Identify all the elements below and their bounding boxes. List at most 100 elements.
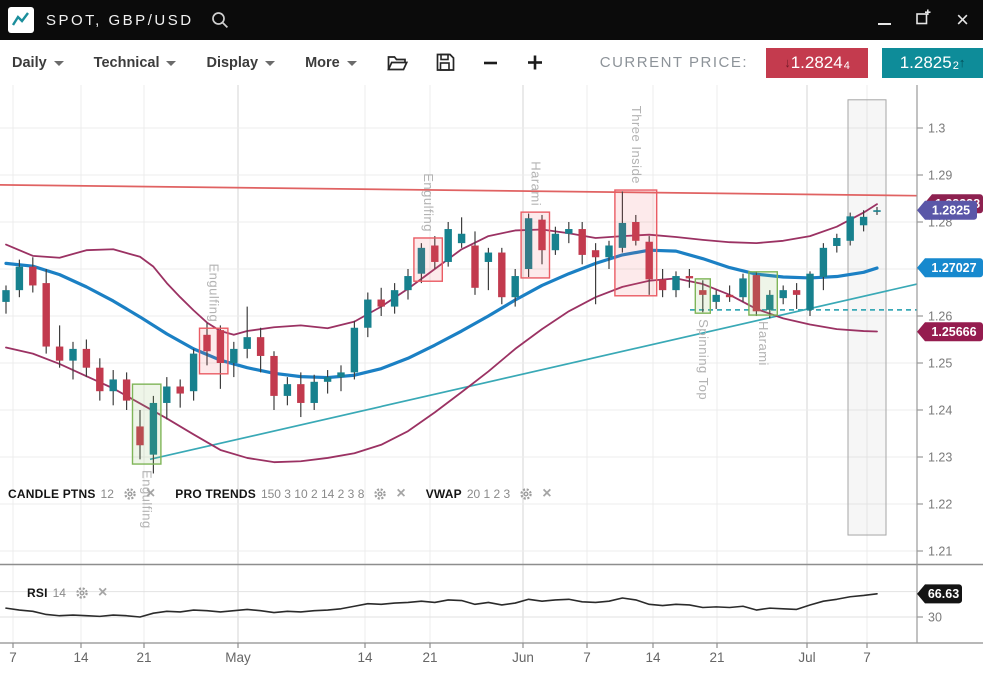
menu-daily[interactable]: Daily [12, 55, 64, 71]
axes: 1.31.291.281.271.261.251.241.231.221.213… [0, 85, 983, 665]
chevron-down-icon [346, 61, 357, 66]
pattern-label: Harami [756, 321, 771, 366]
pattern-annotations: Engulfing Engulfing Engulfing Harami Three I… [131, 106, 779, 529]
pro-trends-remove-icon[interactable]: × [396, 485, 406, 502]
indicator-name: VWAP [425, 487, 462, 501]
rsi-line [5, 593, 878, 618]
chevron-down-icon [53, 61, 64, 66]
time-axis-label: 21 [136, 650, 151, 665]
vwap-settings-icon[interactable] [519, 487, 533, 501]
price-tick-label: 1.23 [928, 451, 952, 465]
chart-app-icon [8, 7, 34, 33]
time-axis-label: 21 [709, 650, 724, 665]
price-tick-label: 1.29 [928, 169, 952, 183]
window-title: SPOT, GBP/USD [46, 11, 194, 29]
save-layout-button[interactable] [436, 53, 455, 72]
bid-price-badge[interactable]: ↓ 1.2824 4 [766, 47, 868, 78]
window-titlebar: SPOT, GBP/USD × [0, 0, 983, 40]
search-icon[interactable] [210, 10, 230, 30]
time-axis-label: 7 [863, 650, 871, 665]
resistance-trendline [0, 184, 918, 197]
chevron-down-icon [265, 61, 276, 66]
indicator-params: 20 1 2 3 [466, 487, 511, 501]
price-badge-value: 66.63 [928, 587, 959, 601]
bid-price-value: 1.2824 [790, 52, 843, 72]
ask-price-badge[interactable]: 1.2825 2 ↑ [882, 47, 983, 78]
current-price-label: CURRENT PRICE: [599, 54, 748, 71]
menu-display[interactable]: Display [206, 55, 276, 71]
vwap-mid-line [4, 248, 879, 380]
pro-trends-settings-icon[interactable] [373, 487, 387, 501]
time-axis-label: 14 [645, 650, 661, 665]
price-badge-value: 1.25666 [931, 325, 976, 339]
time-axis-label: 21 [422, 650, 437, 665]
indicator-params: 12 [100, 487, 114, 501]
minus-icon [483, 61, 497, 64]
time-axis-label: 14 [357, 650, 373, 665]
rsi-settings-icon[interactable] [75, 586, 89, 600]
save-icon [436, 53, 455, 71]
indicator-candle-ptns: CANDLE PTNS 12 × [8, 485, 156, 502]
pattern-label: Engulfing [140, 470, 155, 529]
price-tick-label: 1.26 [928, 310, 952, 324]
popout-button[interactable] [915, 9, 932, 31]
price-tick-label: 1.25 [928, 357, 952, 371]
price-badge[interactable] [917, 258, 983, 278]
rsi-legend: RSI 14 × [27, 584, 127, 601]
price-tick-label: 1.21 [928, 545, 952, 559]
time-axis-label: 7 [583, 650, 591, 665]
indicator-rsi: RSI 14 × [27, 584, 108, 601]
folder-open-icon [386, 55, 408, 70]
pattern-label: Three Inside [629, 106, 644, 184]
zoom-out-button[interactable] [483, 55, 499, 71]
vwap-remove-icon[interactable]: × [542, 485, 552, 502]
indicator-name: RSI [27, 586, 48, 600]
ask-price-value: 1.2825 [899, 52, 952, 72]
chart-area[interactable]: Engulfing Engulfing Engulfing Harami Three I… [0, 85, 983, 673]
popout-icon [916, 9, 931, 25]
chevron-down-icon [166, 61, 177, 66]
indicator-vwap: VWAP 20 1 2 3 × [425, 485, 552, 502]
indicator-pro-trends: PRO TRENDS 150 3 10 2 14 2 3 8 × [175, 485, 406, 502]
chart-grid [0, 85, 917, 643]
price-chart-canvas[interactable]: Engulfing Engulfing Engulfing Harami Three I… [0, 85, 983, 673]
price-tick-label: 1.3 [928, 122, 945, 136]
time-axis-label: 7 [9, 650, 17, 665]
pattern-label: Harami [528, 161, 543, 206]
indicator-name: PRO TRENDS [175, 487, 256, 501]
zoom-in-button[interactable] [527, 54, 544, 71]
time-axis-label: Jun [512, 650, 534, 665]
candle-ptns-remove-icon[interactable]: × [145, 485, 156, 502]
candle-ptns-settings-icon[interactable] [123, 487, 137, 501]
menu-technical[interactable]: Technical [94, 55, 177, 71]
time-axis-label: Jul [798, 650, 815, 665]
selection-band[interactable] [847, 99, 887, 536]
pattern-label: Engulfing [207, 264, 222, 323]
price-tick-label: 1.24 [928, 404, 952, 418]
pattern-label: Engulfing [421, 173, 436, 232]
price-badge[interactable] [917, 322, 983, 342]
close-button[interactable]: × [956, 7, 969, 32]
price-tick-label: 1.22 [928, 498, 952, 512]
price-badge[interactable] [917, 584, 962, 604]
indicator-params: 150 3 10 2 14 2 3 8 [260, 487, 365, 501]
plus-icon [527, 55, 542, 70]
arrow-up-icon: ↑ [958, 55, 966, 70]
menu-more[interactable]: More [305, 55, 357, 71]
candlesticks [2, 191, 881, 474]
minimize-button[interactable] [878, 15, 892, 25]
arrow-down-icon: ↓ [784, 55, 791, 70]
price-badge[interactable] [917, 200, 977, 220]
indicator-legend: CANDLE PTNS 12 × PRO TRENDS 150 3 10 2 1… [8, 485, 572, 502]
rsi-remove-icon[interactable]: × [97, 584, 108, 601]
price-badge-value: 1.27027 [931, 261, 976, 275]
indicator-name: CANDLE PTNS [8, 487, 96, 501]
price-badge-value: 1.2825 [932, 204, 970, 218]
time-axis-label: 14 [73, 650, 89, 665]
indicator-params: 14 [52, 586, 66, 600]
minimize-icon [878, 23, 892, 25]
rsi-level-label: 30 [928, 611, 942, 625]
open-layout-button[interactable] [386, 54, 408, 72]
pattern-label: Spinning Top [696, 319, 711, 400]
